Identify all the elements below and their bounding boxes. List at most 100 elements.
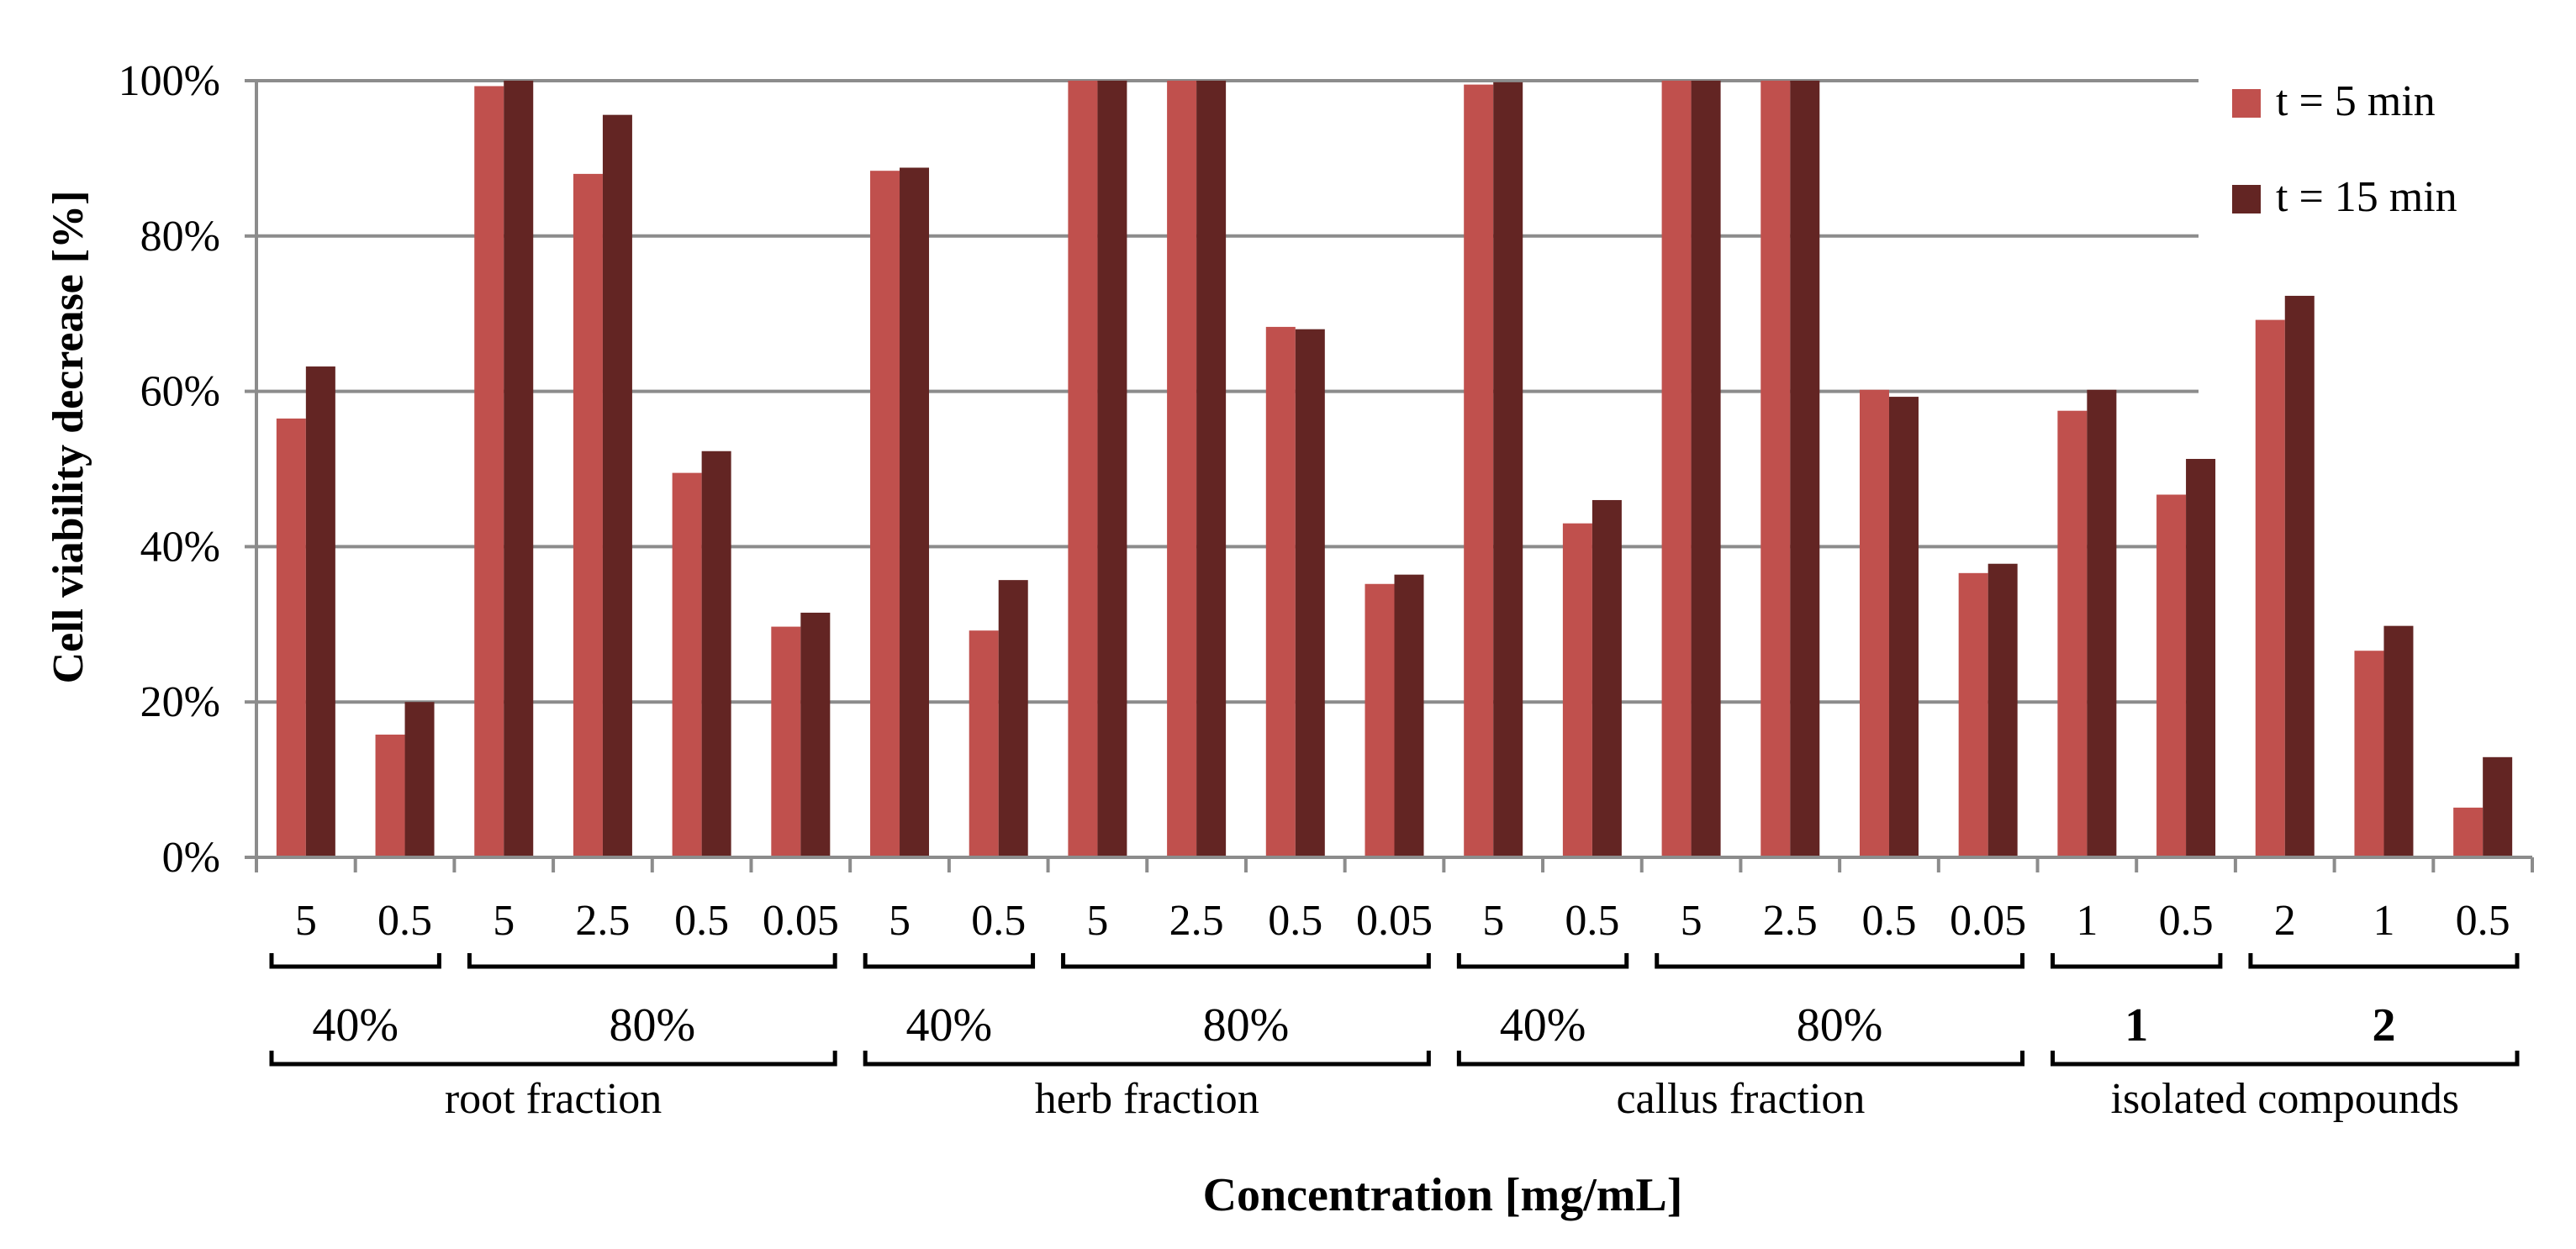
group-label-level3: isolated compounds: [2111, 1075, 2460, 1123]
group-label-level3: root fraction: [445, 1075, 662, 1123]
y-tick-label: 0%: [162, 834, 220, 882]
bar-t15-5: [800, 612, 831, 857]
bar-t15-14: [1691, 81, 1721, 857]
y-axis-label: Cell viability decrease [%]: [45, 191, 92, 684]
bar-t15-22: [2483, 756, 2513, 857]
group-label-level2: 40%: [1500, 999, 1586, 1051]
x-tick-label: 5: [1086, 897, 1108, 945]
bar-t5-7: [969, 630, 999, 857]
bar-t15-13: [1592, 499, 1622, 857]
y-tick-label: 20%: [140, 678, 220, 726]
level2-bracket: [467, 953, 837, 969]
x-tick-label: 0.5: [674, 897, 729, 945]
x-tick-label: 5: [1681, 897, 1702, 945]
bar-t15-18: [2087, 389, 2117, 857]
x-axis-label: Concentration [mg/mL]: [1203, 1169, 1683, 1221]
level3-bracket: [1456, 1051, 2025, 1067]
bar-t5-4: [672, 472, 702, 857]
x-tick-label: 1: [2076, 897, 2098, 945]
group-label-level2: 80%: [609, 999, 695, 1051]
x-tick-label: 5: [1482, 897, 1504, 945]
bar-t15-3: [602, 114, 632, 857]
group-label-level2: 1: [2125, 999, 2148, 1051]
axes: [245, 79, 2534, 872]
x-tick-label: 0.05: [1950, 897, 2026, 945]
bar-t5-6: [870, 171, 900, 857]
bar-t5-9: [1167, 81, 1197, 857]
bar-t5-5: [771, 626, 801, 857]
x-tick-label: 5: [493, 897, 515, 945]
legend: t = 5 min t = 15 min: [2232, 77, 2457, 221]
x-tick-label: 0.05: [1356, 897, 1433, 945]
bar-t15-2: [504, 81, 534, 857]
bar-t15-1: [404, 702, 435, 857]
legend-swatch-t5: [2232, 89, 2261, 118]
y-tick-label: 60%: [140, 368, 220, 416]
bar-t5-11: [1365, 583, 1395, 857]
level2-bracket: [1456, 953, 1629, 969]
bar-t15-8: [1097, 81, 1127, 857]
x-tick-label: 0.5: [1861, 897, 1916, 945]
bar-t5-1: [375, 735, 405, 857]
level2-bracket: [863, 953, 1036, 969]
bar-t5-19: [2156, 494, 2187, 857]
bar-t15-19: [2186, 458, 2216, 857]
bar-t15-7: [998, 580, 1028, 857]
bar-t5-20: [2255, 319, 2285, 857]
x-tick-labels: 5 0.5 5 2.5 0.5 0.05 5 0.5 5 2.5 0.5 0.05 5 0.5 5 2.5 0.…: [295, 897, 2510, 945]
bar-t5-0: [276, 418, 306, 857]
group-label-level2: 2: [2372, 999, 2395, 1051]
category-groups: 40% 80% 40% 80% 40% 80% 1 2 root fraction herb fr…: [269, 953, 2520, 1123]
level2-bracket: [269, 953, 441, 969]
bar-t15-0: [305, 366, 335, 858]
bar-t15-9: [1196, 81, 1227, 857]
x-tick-label: 1: [2373, 897, 2394, 945]
x-tick-label: 2: [2274, 897, 2296, 945]
legend-swatch-t15: [2232, 185, 2261, 213]
bar-t15-12: [1493, 82, 1523, 857]
level2-bracket: [2248, 953, 2520, 969]
bar-t15-21: [2383, 625, 2414, 857]
bar-t5-15: [1760, 81, 1791, 857]
bar-t5-14: [1661, 81, 1692, 857]
x-tick-label: 0.5: [2456, 897, 2510, 945]
x-tick-label: 5: [295, 897, 317, 945]
bar-t5-2: [474, 86, 504, 857]
bar-t5-17: [1958, 572, 1988, 857]
bars: [276, 81, 2513, 858]
y-tick-labels: 0% 20% 40% 60% 80% 100%: [119, 57, 220, 882]
y-tick-label: 100%: [119, 57, 220, 105]
bar-t5-10: [1265, 326, 1296, 858]
bar-t15-15: [1790, 81, 1820, 857]
x-tick-label: 0.5: [377, 897, 432, 945]
x-tick-label: 0.5: [971, 897, 1026, 945]
x-tick-label: 0.05: [763, 897, 839, 945]
bar-t15-6: [900, 167, 930, 857]
y-tick-label: 80%: [140, 213, 220, 261]
bar-t5-22: [2453, 807, 2484, 857]
level3-bracket: [2051, 1051, 2520, 1067]
legend-label-t5: t = 5 min: [2276, 77, 2436, 125]
group-label-level2: 40%: [312, 999, 399, 1051]
group-label-level2: 40%: [906, 999, 993, 1051]
x-tick-label: 0.5: [1268, 897, 1322, 945]
level3-bracket: [863, 1051, 1431, 1067]
bar-t5-12: [1464, 84, 1494, 858]
bar-t15-17: [1987, 563, 2018, 857]
bar-t15-11: [1394, 574, 1424, 857]
level2-bracket: [1061, 953, 1431, 969]
x-tick-label: 0.5: [2159, 897, 2214, 945]
level3-bracket: [269, 1051, 837, 1067]
bar-t15-4: [701, 451, 731, 857]
group-label-level2: 80%: [1203, 999, 1290, 1051]
bar-t5-8: [1068, 81, 1098, 857]
x-tick-label: 2.5: [1763, 897, 1818, 945]
level2-bracket: [1655, 953, 2025, 969]
bar-t15-20: [2284, 295, 2315, 857]
bar-t5-18: [2057, 410, 2088, 857]
bar-t5-21: [2354, 651, 2384, 857]
x-tick-label: 2.5: [575, 897, 630, 945]
level2-bracket: [2051, 953, 2223, 969]
bar-t5-16: [1859, 389, 1889, 857]
group-label-level3: herb fraction: [1035, 1075, 1259, 1123]
